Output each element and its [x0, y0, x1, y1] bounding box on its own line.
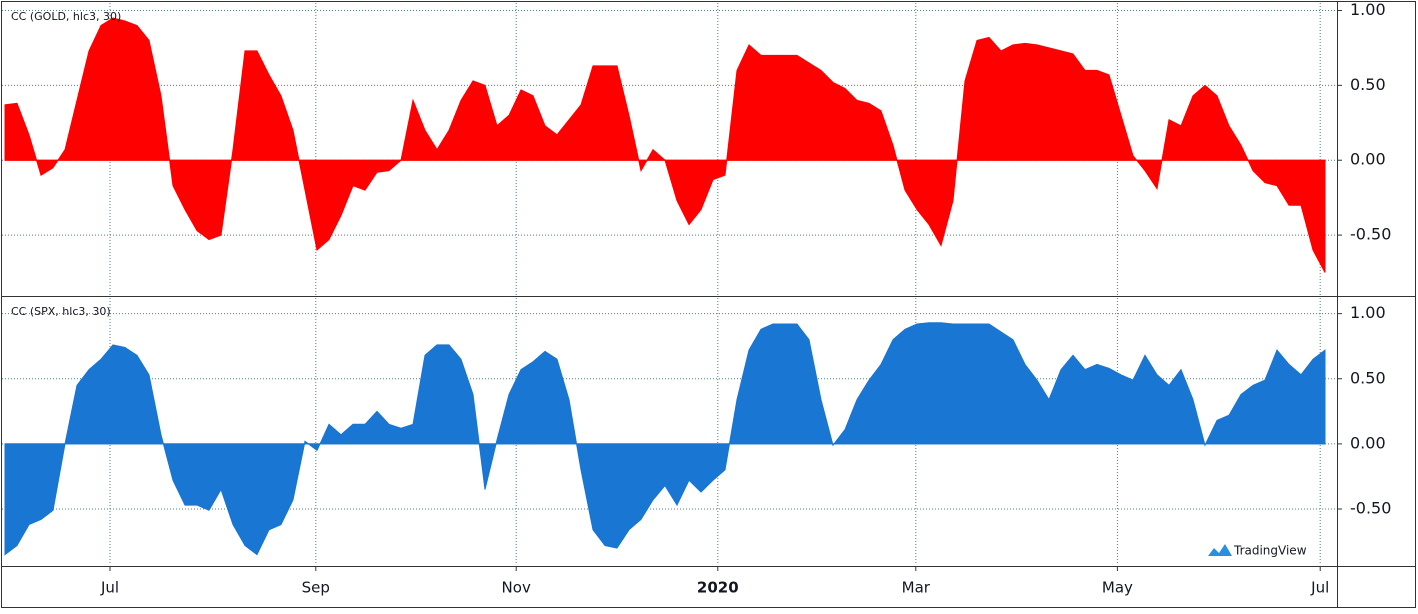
y-tick-label: 0.00	[1350, 433, 1386, 452]
plot-layer: 1.00 0.50 0.00 -0.50 CC (GOLD, hlc3, 30) 1.00…	[2, 0, 1391, 597]
y-tick-label: -0.50	[1350, 225, 1391, 244]
x-tick-label: Sep	[302, 579, 330, 597]
pane-title: CC (GOLD, hlc3, 30)	[11, 10, 121, 23]
y-tick-label: -0.50	[1350, 498, 1391, 517]
x-tick-label: May	[1102, 579, 1133, 597]
watermark: TradingView	[1208, 544, 1307, 558]
x-tick-label: 2020	[697, 579, 739, 597]
y-tick-label: 1.00	[1350, 0, 1386, 19]
y-tick-label: 1.00	[1350, 303, 1386, 322]
y-tick-label: 0.50	[1350, 75, 1386, 94]
x-tick-label: Jul	[1310, 579, 1329, 597]
watermark-text: TradingView	[1233, 544, 1307, 558]
watermark-logo	[1208, 544, 1232, 556]
y-tick-label: 0.00	[1350, 150, 1386, 169]
x-tick-label: Mar	[902, 579, 931, 597]
area	[4, 322, 1326, 556]
area	[4, 17, 1326, 273]
pane-title: CC (SPX, hlc3, 30)	[11, 305, 111, 318]
x-tick-label: Jul	[100, 579, 119, 597]
y-tick-label: 0.50	[1350, 368, 1386, 387]
x-tick-label: Nov	[502, 579, 531, 597]
